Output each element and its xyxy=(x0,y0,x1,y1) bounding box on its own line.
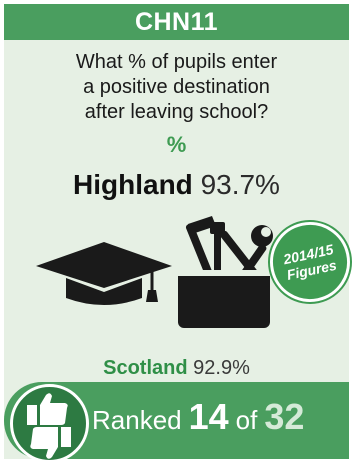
thumbs-down-icon xyxy=(30,427,71,459)
unit-label: % xyxy=(166,132,187,157)
question-line-3: after leaving school? xyxy=(84,101,269,123)
graduation-cap-icon xyxy=(36,242,172,305)
thumbs-up-icon xyxy=(27,393,68,425)
indicator-code: CHN11 xyxy=(134,7,219,36)
highland-name: Highland xyxy=(73,169,193,200)
scotland-value-row: Scotland 92.9% xyxy=(0,357,353,380)
highland-value: 93.7% xyxy=(200,169,280,200)
question-line-2: a positive destination xyxy=(83,76,270,98)
scotland-value: 92.9% xyxy=(193,357,250,379)
toolbox-icon xyxy=(178,216,273,328)
rank-number: 14 xyxy=(188,396,229,437)
question-line-1: What % of pupils enter xyxy=(75,51,278,73)
ranked-label: Ranked xyxy=(92,405,182,435)
highland-value-row: Highland 93.7% xyxy=(0,169,353,201)
rank-of-label: of xyxy=(235,405,258,435)
scotland-name: Scotland xyxy=(103,357,188,379)
question-text: What % of pupils enter a positive destin… xyxy=(30,50,323,125)
icons-illustration xyxy=(36,216,273,328)
ranking-text: Ranked 14 of 32 xyxy=(92,396,342,444)
indicator-code-header: CHN11 xyxy=(4,4,349,40)
rank-total: 32 xyxy=(264,396,305,437)
thumbs-circle xyxy=(10,384,89,463)
